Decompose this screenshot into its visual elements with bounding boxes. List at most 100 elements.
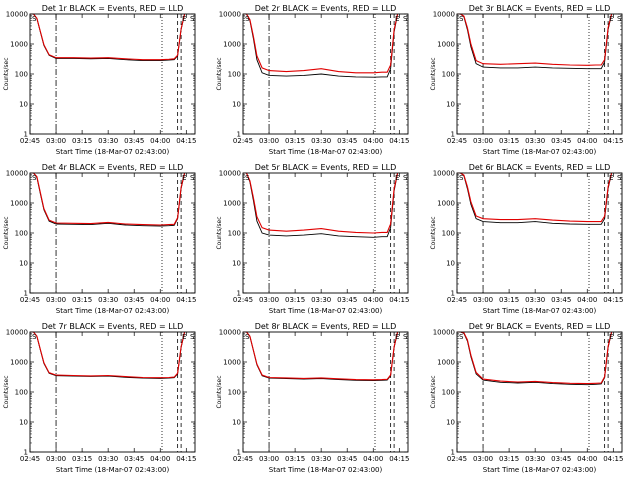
x-tick-label: 03:30 (98, 137, 118, 145)
x-tick-label: 03:30 (98, 296, 118, 304)
y-tick-label: 1000 (223, 41, 241, 49)
corner-label-right: S (617, 15, 622, 23)
corner-label-left: S (32, 15, 37, 23)
x-tick-label: 03:15 (285, 137, 305, 145)
y-tick-label: 10000 (6, 11, 28, 19)
panel-det-2: Det 2r BLACK = Events, RED = LLD Counts/s… (216, 4, 409, 156)
x-tick-label: 02:45 (447, 137, 467, 145)
corner-label-mid: E (395, 333, 399, 341)
chart-title: Det 5r BLACK = Events, RED = LLD (255, 163, 397, 172)
x-tick-label: 03:30 (525, 296, 545, 304)
panel-det-9: Det 9r BLACK = Events, RED = LLD Counts/s… (430, 322, 623, 474)
x-tick-label: 03:30 (525, 137, 545, 145)
x-tick-label: 03:30 (525, 455, 545, 463)
y-tick-label: 10000 (6, 170, 28, 178)
x-tick-label: 04:15 (603, 455, 623, 463)
x-tick-label: 04:00 (363, 296, 383, 304)
y-tick-label: 10000 (219, 170, 241, 178)
series-line-events (243, 172, 399, 238)
x-tick-label: 02:45 (20, 296, 40, 304)
series-line-events (243, 331, 399, 382)
corner-label-left: S (245, 174, 250, 182)
y-tick-label: 1000 (10, 200, 28, 208)
y-axis-label: Counts/sec (216, 216, 223, 249)
series-line-events (30, 331, 186, 379)
corner-label-right: S (190, 174, 195, 182)
corner-label-mid: E (182, 15, 186, 23)
plot-frame (29, 172, 196, 294)
y-tick-label: 10 (19, 260, 28, 268)
y-tick-label: 10 (232, 260, 241, 268)
x-tick-label: 03:30 (311, 137, 331, 145)
x-tick-label: 04:15 (389, 455, 409, 463)
y-tick-label: 10000 (219, 329, 241, 337)
y-tick-label: 1 (237, 131, 241, 139)
x-tick-label: 04:15 (603, 137, 623, 145)
y-tick-label: 1000 (10, 41, 28, 49)
x-tick-label: 04:00 (577, 296, 597, 304)
x-tick-label: 03:45 (551, 296, 571, 304)
x-tick-label: 02:45 (447, 296, 467, 304)
y-tick-label: 10000 (433, 329, 455, 337)
plot-frame (456, 331, 623, 453)
x-tick-label: 04:00 (577, 455, 597, 463)
series-line-events (30, 13, 186, 62)
y-tick-label: 1000 (437, 359, 455, 367)
chart-title: Det 1r BLACK = Events, RED = LLD (42, 4, 184, 13)
corner-label-left: S (32, 174, 37, 182)
corner-label-right: S (190, 15, 195, 23)
x-tick-label: 03:00 (259, 137, 279, 145)
chart-title: Det 9r BLACK = Events, RED = LLD (469, 322, 611, 331)
chart-title: Det 6r BLACK = Events, RED = LLD (469, 163, 611, 172)
corner-label-right: S (617, 333, 622, 341)
panel-det-8: Det 8r BLACK = Events, RED = LLD Counts/s… (216, 322, 409, 474)
y-tick-label: 1 (24, 290, 28, 298)
y-tick-label: 100 (228, 71, 241, 79)
x-tick-label: 03:00 (46, 137, 66, 145)
y-tick-label: 100 (15, 71, 28, 79)
x-tick-label: 02:45 (233, 455, 253, 463)
x-tick-label: 04:15 (176, 455, 196, 463)
x-tick-label: 03:15 (72, 296, 92, 304)
x-tick-label: 03:45 (124, 455, 144, 463)
series-line-lld (30, 331, 186, 379)
x-tick-label: 04:15 (389, 296, 409, 304)
x-tick-label: 03:00 (473, 455, 493, 463)
x-tick-label: 03:45 (551, 455, 571, 463)
corner-label-mid: E (395, 15, 399, 23)
y-axis-label: Counts/sec (216, 375, 223, 408)
corner-label-left: S (245, 333, 250, 341)
x-tick-label: 02:45 (233, 296, 253, 304)
series-line-lld (457, 172, 613, 223)
x-tick-label: 04:15 (389, 137, 409, 145)
x-axis-label: Start Time (18-Mar-07 02:43:00) (483, 466, 597, 474)
series-line-events (457, 13, 613, 70)
x-tick-label: 03:45 (337, 137, 357, 145)
y-axis-label: Counts/sec (216, 57, 223, 90)
x-axis-label: Start Time (18-Mar-07 02:43:00) (56, 466, 170, 474)
x-tick-label: 04:00 (363, 455, 383, 463)
y-tick-label: 10000 (6, 329, 28, 337)
x-axis-label: Start Time (18-Mar-07 02:43:00) (56, 307, 170, 315)
series-line-events (30, 172, 186, 227)
x-tick-label: 03:00 (259, 455, 279, 463)
y-tick-label: 1 (451, 449, 455, 457)
corner-label-left: S (459, 174, 464, 182)
x-axis-label: Start Time (18-Mar-07 02:43:00) (56, 148, 170, 156)
y-tick-label: 100 (442, 71, 455, 79)
y-tick-label: 100 (15, 230, 28, 238)
x-tick-label: 04:00 (363, 137, 383, 145)
plot-frame (242, 172, 409, 294)
y-tick-label: 1 (237, 449, 241, 457)
chart-title: Det 7r BLACK = Events, RED = LLD (42, 322, 184, 331)
y-tick-label: 10000 (219, 11, 241, 19)
x-tick-label: 03:45 (124, 296, 144, 304)
panel-det-5: Det 5r BLACK = Events, RED = LLD Counts/s… (216, 163, 409, 315)
series-line-lld (30, 13, 186, 61)
corner-label-left: S (32, 333, 37, 341)
y-tick-label: 10 (19, 419, 28, 427)
x-tick-label: 03:00 (473, 137, 493, 145)
chart-title: Det 3r BLACK = Events, RED = LLD (469, 4, 611, 13)
y-tick-label: 100 (442, 389, 455, 397)
